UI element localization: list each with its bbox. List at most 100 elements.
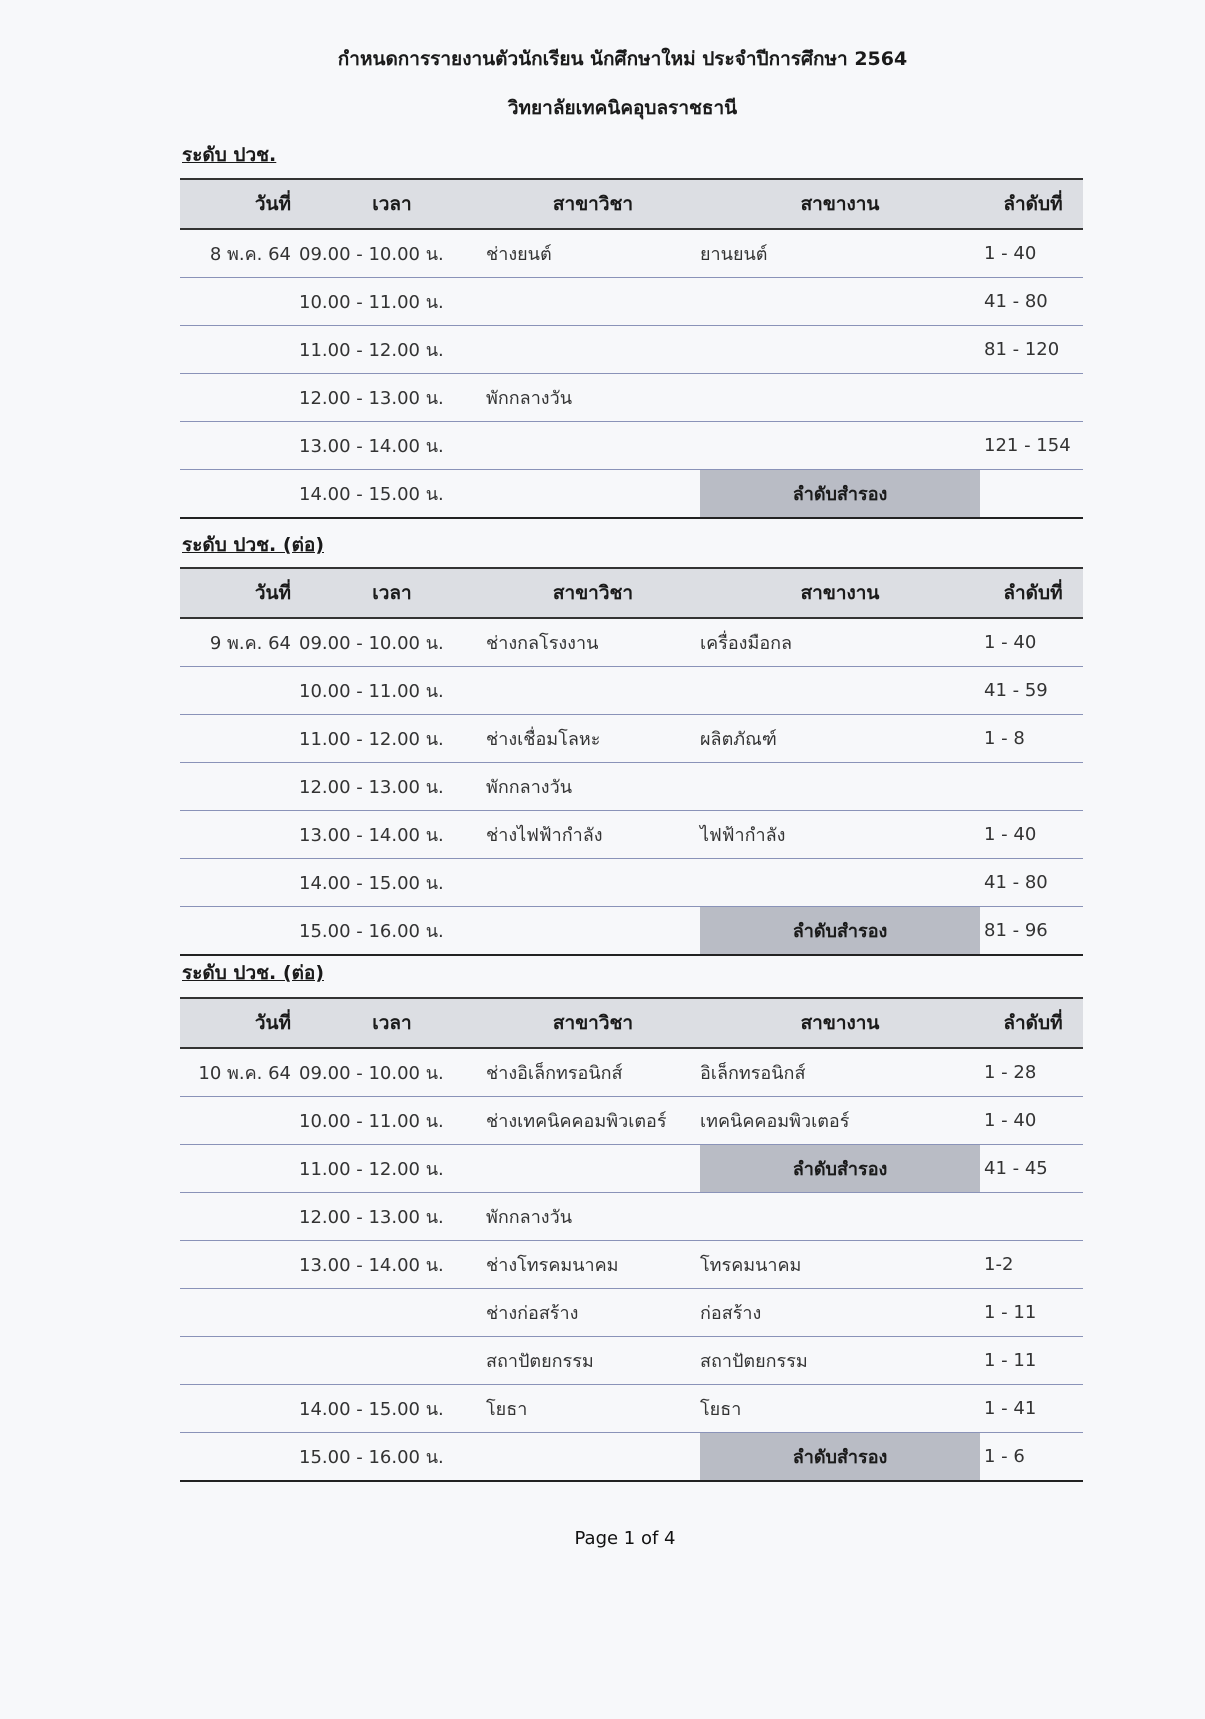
column-header: สาขางาน (700, 178, 980, 230)
reserve-cell: ลำดับสำรอง (700, 469, 980, 519)
major-cell: โยธา (486, 1384, 700, 1433)
major-cell: ช่างไฟฟ้ากำลัง (486, 810, 700, 859)
time-cell: 14.00 - 15.00 น. (295, 1384, 486, 1433)
order-cell: 1 - 11 (980, 1288, 1083, 1337)
column-header: สาขาวิชา (486, 178, 700, 230)
date-cell (180, 1288, 295, 1337)
time-cell: 10.00 - 11.00 น. (295, 1096, 486, 1145)
major-cell: ช่างยนต์ (486, 229, 700, 278)
time-cell: 10.00 - 11.00 น. (295, 666, 486, 715)
date-cell (180, 666, 295, 715)
table-row: 12.00 - 13.00 น. พักกลางวัน (180, 762, 1083, 811)
order-cell: 1 - 40 (980, 618, 1083, 667)
date-cell (180, 810, 295, 859)
time-cell: 13.00 - 14.00 น. (295, 1240, 486, 1289)
date-cell (180, 714, 295, 763)
column-header: เวลา (295, 567, 486, 619)
branch-cell (700, 762, 980, 811)
reserve-cell: ลำดับสำรอง (700, 906, 980, 956)
branch-cell: โยธา (700, 1384, 980, 1433)
date-cell: 9 พ.ค. 64 (180, 618, 295, 667)
date-cell (180, 1192, 295, 1241)
order-cell: 41 - 45 (980, 1144, 1083, 1193)
branch-cell: ยานยนต์ (700, 229, 980, 278)
table-row: 13.00 - 14.00 น. ช่างโทรคมนาคม โทรคมนาคม 1-… (180, 1240, 1083, 1289)
date-cell (180, 1336, 295, 1385)
major-cell: พักกลางวัน (486, 762, 700, 811)
major-cell: ช่างโทรคมนาคม (486, 1240, 700, 1289)
major-cell: ช่างเทคนิคคอมพิวเตอร์ (486, 1096, 700, 1145)
table-row: 13.00 - 14.00 น. ช่างไฟฟ้ากำลัง ไฟฟ้ากำลัง… (180, 810, 1083, 859)
table-row: 10 พ.ค. 64 09.00 - 10.00 น. ช่างอิเล็กทรอน… (180, 1048, 1083, 1097)
order-cell (980, 373, 1083, 422)
table-row: 15.00 - 16.00 น. ลำดับสำรอง 1 - 6 (180, 1432, 1083, 1482)
schedule-table: วันที่ เวลา สาขาวิชา สาขางาน ลำดับที่ 9 พ.ค. … (180, 567, 1083, 956)
date-cell (180, 277, 295, 326)
table-row: 8 พ.ค. 64 09.00 - 10.00 น. ช่างยนต์ ยานยนต์… (180, 229, 1083, 278)
time-cell: 15.00 - 16.00 น. (295, 906, 486, 956)
major-cell: ช่างอิเล็กทรอนิกส์ (486, 1048, 700, 1097)
branch-cell (700, 373, 980, 422)
major-cell: ช่างกลโรงงาน (486, 618, 700, 667)
order-cell: 1 - 8 (980, 714, 1083, 763)
branch-cell (700, 1192, 980, 1241)
table-row: 11.00 - 12.00 น. 81 - 120 (180, 325, 1083, 374)
time-cell: 11.00 - 12.00 น. (295, 1144, 486, 1193)
order-cell (980, 762, 1083, 811)
time-cell: 13.00 - 14.00 น. (295, 810, 486, 859)
table-row: 10.00 - 11.00 น. ช่างเทคนิคคอมพิวเตอร์ เทค… (180, 1096, 1083, 1145)
section-heading: ระดับ ปวช. (ต่อ) (182, 962, 324, 984)
order-cell: 41 - 80 (980, 858, 1083, 907)
branch-cell: ไฟฟ้ากำลัง (700, 810, 980, 859)
order-cell: 1 - 40 (980, 810, 1083, 859)
table-row: 12.00 - 13.00 น. พักกลางวัน (180, 373, 1083, 422)
order-cell: 1 - 6 (980, 1432, 1083, 1482)
column-header: สาขาวิชา (486, 997, 700, 1049)
major-cell (486, 858, 700, 907)
branch-cell: ก่อสร้าง (700, 1288, 980, 1337)
branch-cell: โทรคมนาคม (700, 1240, 980, 1289)
major-cell (486, 906, 700, 956)
section-heading: ระดับ ปวช. (182, 144, 277, 166)
order-cell: 41 - 80 (980, 277, 1083, 326)
branch-cell (700, 858, 980, 907)
major-cell (486, 1144, 700, 1193)
order-cell: 41 - 59 (980, 666, 1083, 715)
date-cell (180, 858, 295, 907)
date-cell (180, 1432, 295, 1482)
table-row: สถาปัตยกรรม สถาปัตยกรรม 1 - 11 (180, 1336, 1083, 1385)
column-header: สาขางาน (700, 567, 980, 619)
time-cell: 12.00 - 13.00 น. (295, 373, 486, 422)
table-row: ช่างก่อสร้าง ก่อสร้าง 1 - 11 (180, 1288, 1083, 1337)
time-cell: 09.00 - 10.00 น. (295, 1048, 486, 1097)
time-cell: 10.00 - 11.00 น. (295, 277, 486, 326)
time-cell: 09.00 - 10.00 น. (295, 229, 486, 278)
date-cell: 8 พ.ค. 64 (180, 229, 295, 278)
branch-cell: เทคนิคคอมพิวเตอร์ (700, 1096, 980, 1145)
table-row: 14.00 - 15.00 น. ลำดับสำรอง (180, 469, 1083, 519)
date-cell (180, 1240, 295, 1289)
time-cell: 09.00 - 10.00 น. (295, 618, 486, 667)
column-header: วันที่ (180, 178, 295, 230)
major-cell (486, 421, 700, 470)
schedule-table: วันที่ เวลา สาขาวิชา สาขางาน ลำดับที่ 8 พ.ค. … (180, 178, 1083, 519)
major-cell (486, 325, 700, 374)
column-header: วันที่ (180, 567, 295, 619)
major-cell (486, 277, 700, 326)
branch-cell: สถาปัตยกรรม (700, 1336, 980, 1385)
table-row: 11.00 - 12.00 น. ลำดับสำรอง 41 - 45 (180, 1144, 1083, 1193)
table-row: 10.00 - 11.00 น. 41 - 59 (180, 666, 1083, 715)
order-cell: 1 - 41 (980, 1384, 1083, 1433)
time-cell: 11.00 - 12.00 น. (295, 714, 486, 763)
branch-cell: เครื่องมือกล (700, 618, 980, 667)
date-cell (180, 373, 295, 422)
branch-cell (700, 277, 980, 326)
column-header: เวลา (295, 997, 486, 1049)
branch-cell (700, 325, 980, 374)
date-cell (180, 906, 295, 956)
major-cell (486, 1432, 700, 1482)
order-cell (980, 469, 1083, 519)
time-cell: 14.00 - 15.00 น. (295, 469, 486, 519)
table-row: 11.00 - 12.00 น. ช่างเชื่อมโลหะ ผลิตภัณฑ์ 1… (180, 714, 1083, 763)
